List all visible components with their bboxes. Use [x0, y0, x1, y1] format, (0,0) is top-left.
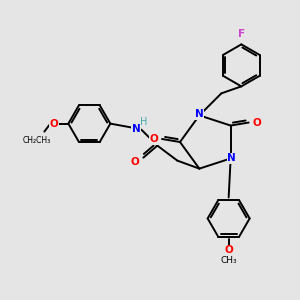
Text: O: O: [50, 118, 59, 129]
Text: CH₃: CH₃: [220, 256, 237, 265]
Text: O: O: [252, 118, 261, 128]
Text: CH₂CH₃: CH₂CH₃: [22, 136, 50, 145]
Text: H: H: [140, 117, 147, 127]
Text: O: O: [150, 134, 158, 144]
Text: N: N: [195, 110, 204, 119]
Text: O: O: [131, 157, 140, 166]
Text: O: O: [224, 245, 233, 256]
Text: N: N: [132, 124, 141, 134]
Text: F: F: [238, 29, 245, 39]
Text: N: N: [227, 154, 236, 164]
